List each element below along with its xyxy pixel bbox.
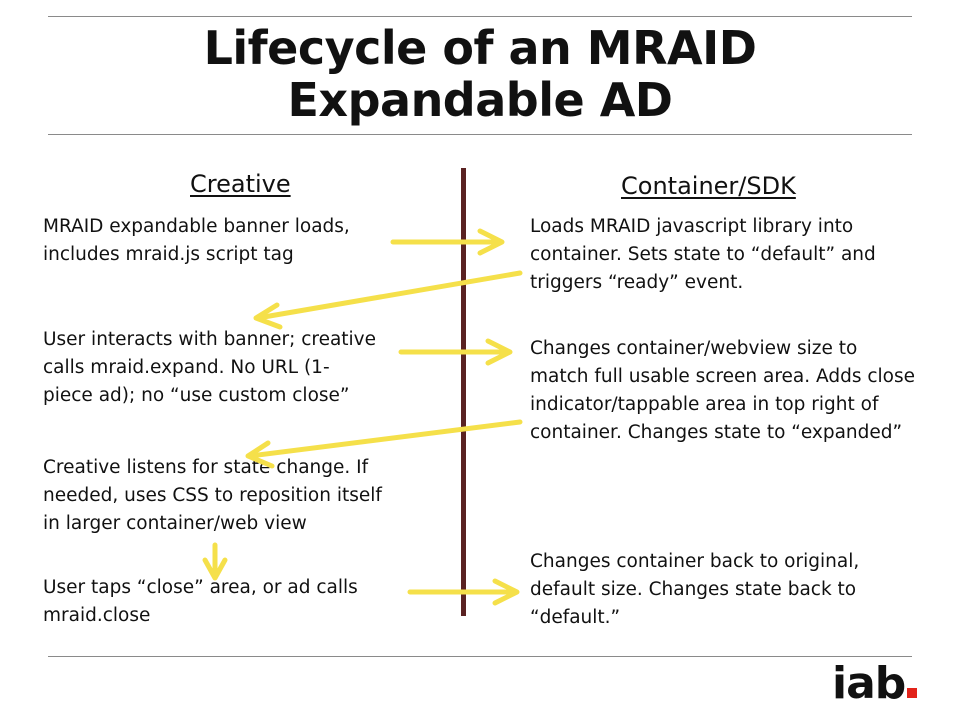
arrow-container-to-creative-2 [245, 419, 523, 469]
container-step-3-line-2: default size. Changes state back to [530, 579, 857, 600]
iab-logo: iab [832, 658, 918, 709]
column-divider [461, 168, 466, 616]
creative-step-4-line-1: User taps “close” area, or ad calls [43, 577, 358, 598]
creative-step-1: MRAID expandable banner loads, includes … [43, 213, 350, 269]
arrow-creative-to-container-1 [390, 228, 505, 256]
creative-step-1-line-1: MRAID expandable banner loads, [43, 216, 350, 237]
title-line-2: Expandable AD [287, 73, 673, 127]
arrow-creative-to-container-3 [407, 578, 520, 606]
creative-step-3-line-3: in larger container/web view [43, 513, 307, 534]
creative-step-1-line-2: includes mraid.js script tag [43, 244, 294, 265]
creative-step-2-line-3: piece ad); no “use custom close” [43, 385, 350, 406]
creative-step-3-line-2: needed, uses CSS to reposition itself [43, 485, 382, 506]
container-step-1-line-2: container. Sets state to “default” and [530, 244, 876, 265]
title-rule [48, 134, 912, 135]
title-line-1: Lifecycle of an MRAID [203, 21, 757, 75]
creative-step-3: Creative listens for state change. If ne… [43, 454, 382, 538]
container-step-3-line-1: Changes container back to original, [530, 551, 860, 572]
container-step-3-line-3: “default.” [530, 607, 621, 628]
page-title: Lifecycle of an MRAID Expandable AD [0, 22, 960, 126]
container-step-2-line-1: Changes container/webview size to [530, 338, 858, 359]
container-step-3: Changes container back to original, defa… [530, 548, 859, 632]
top-rule [48, 16, 912, 17]
creative-step-2: User interacts with banner; creative cal… [43, 326, 376, 410]
iab-logo-text: iab [832, 658, 906, 709]
arrow-container-to-creative-1 [253, 270, 523, 330]
bottom-rule [48, 656, 912, 657]
creative-step-2-line-2: calls mraid.expand. No URL (1- [43, 357, 330, 378]
container-step-1-line-1: Loads MRAID javascript library into [530, 216, 854, 237]
container-sdk-heading: Container/SDK [621, 172, 796, 200]
container-step-2: Changes container/webview size to match … [530, 335, 915, 447]
logo-red-dot [907, 688, 918, 698]
creative-step-3-line-1: Creative listens for state change. If [43, 457, 369, 478]
container-step-1: Loads MRAID javascript library into cont… [530, 213, 876, 297]
arrow-creative-to-container-2 [398, 338, 513, 366]
creative-step-4: User taps “close” area, or ad calls mrai… [43, 574, 358, 630]
creative-step-4-line-2: mraid.close [43, 605, 151, 626]
creative-heading: Creative [190, 170, 291, 198]
container-step-2-line-4: container. Changes state to “expanded” [530, 422, 903, 443]
arrow-creative-down [202, 542, 228, 581]
container-step-2-line-3: indicator/tappable area in top right of [530, 394, 879, 415]
container-step-1-line-3: triggers “ready” event. [530, 272, 744, 293]
container-step-2-line-2: match full usable screen area. Adds clos… [530, 366, 916, 387]
creative-step-2-line-1: User interacts with banner; creative [43, 329, 377, 350]
